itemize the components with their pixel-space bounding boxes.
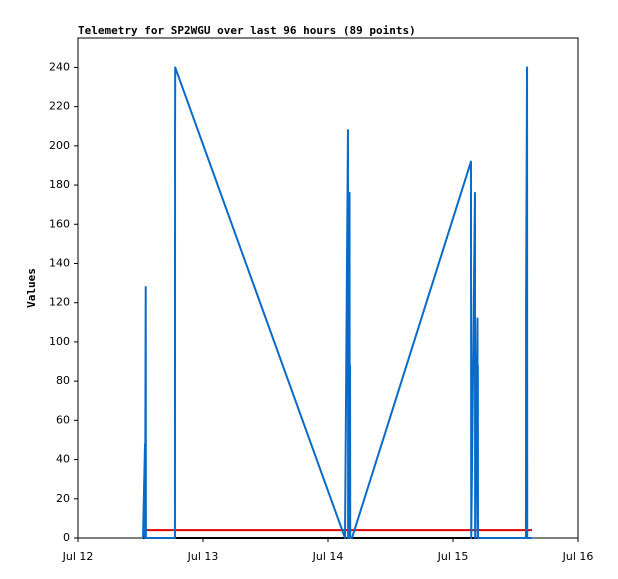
- y-tick-label: 120: [49, 296, 70, 309]
- x-tick-label: Jul 14: [312, 550, 344, 563]
- y-tick-label: 180: [49, 178, 70, 191]
- chart-title: Telemetry for SP2WGU over last 96 hours …: [78, 24, 416, 37]
- plot-frame: [77, 37, 579, 539]
- y-axis-label: Values: [25, 268, 38, 308]
- y-tick-label: 200: [49, 139, 70, 152]
- y-tick-label: 60: [56, 413, 70, 426]
- series-line: [142, 66, 532, 539]
- y-tick-label: 160: [49, 217, 70, 230]
- y-tick-label: 140: [49, 256, 70, 269]
- y-tick-label: 100: [49, 335, 70, 348]
- y-tick-label: 40: [56, 453, 70, 466]
- y-tick-label: 240: [49, 60, 70, 73]
- x-tick-label: Jul 13: [187, 550, 219, 563]
- x-tick-label: Jul 15: [437, 550, 469, 563]
- y-tick-label: 220: [49, 100, 70, 113]
- x-tick-label: Jul 12: [62, 550, 94, 563]
- y-tick-label: 0: [63, 531, 70, 544]
- y-tick-label: 20: [56, 492, 70, 505]
- x-tick-label: Jul 16: [562, 550, 594, 563]
- y-tick-label: 80: [56, 374, 70, 387]
